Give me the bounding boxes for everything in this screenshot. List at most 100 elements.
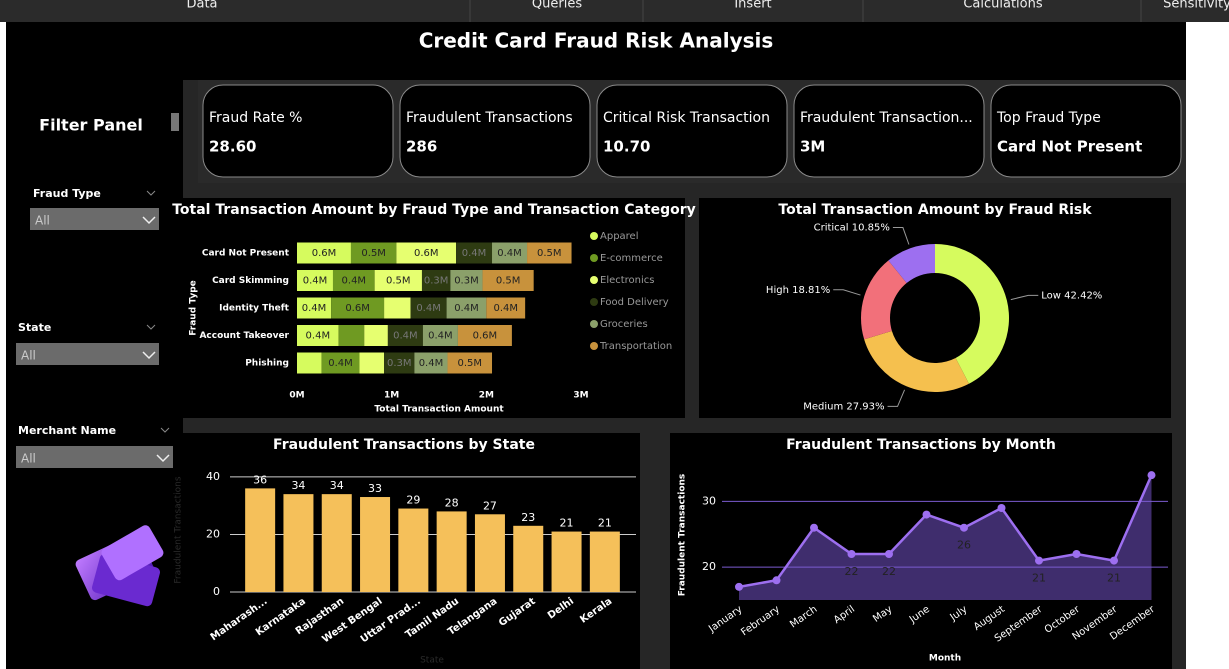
bar-segment — [359, 352, 385, 374]
kpi-card — [202, 84, 394, 178]
category: Critical — [814, 223, 849, 234]
point — [922, 510, 931, 519]
dropdown-box[interactable] — [16, 343, 159, 365]
legend-swatch — [590, 254, 598, 262]
data-label: 36 — [253, 473, 267, 486]
legend-swatch — [590, 298, 598, 306]
point — [1110, 556, 1118, 565]
y-tick-label: 30 — [702, 494, 716, 507]
legend-label: E-commerce — [600, 253, 663, 264]
scrollbar — [171, 113, 179, 131]
bar-segment — [421, 270, 451, 291]
chevron — [142, 216, 156, 225]
dropdown-box[interactable] — [30, 208, 159, 230]
point — [1072, 550, 1081, 558]
bar — [513, 525, 544, 592]
data-label: 33 — [368, 482, 382, 495]
data-label: 0.3M — [454, 276, 479, 287]
data-label: 0.4M — [428, 331, 453, 342]
value: 18.81% — [792, 285, 830, 296]
data-label: 0.5M — [386, 276, 411, 287]
data-label: 0.5M — [458, 358, 483, 369]
chevron — [160, 427, 170, 433]
data-label: 22 — [882, 565, 896, 578]
y-tick-label: 0 — [213, 585, 220, 598]
dropdown[interactable]: All — [30, 208, 159, 230]
data-label: 0.4M — [306, 331, 331, 342]
bar-segment — [414, 352, 448, 374]
x-tick-label: 0M — [289, 391, 304, 401]
dropdown[interactable]: All — [16, 446, 173, 468]
data-label: 0.6M — [473, 331, 498, 342]
x-tick-label: 3M — [573, 391, 588, 401]
chevron — [142, 351, 156, 360]
data-label: High 18.81% — [766, 285, 830, 296]
point — [772, 576, 781, 585]
line — [738, 474, 1153, 589]
point — [885, 550, 893, 558]
chart-title: Total Transaction Amount by Fraud Type a… — [172, 202, 696, 218]
data-label: 0.3M — [424, 276, 449, 287]
dropdown-value: All — [35, 214, 50, 228]
bar-segment — [447, 352, 493, 374]
bar-segment — [457, 325, 512, 346]
dropdown-value: All — [21, 452, 36, 466]
bar-segment — [321, 352, 360, 374]
bar-segment — [297, 297, 332, 319]
y-tick-label: Phishing — [245, 359, 289, 369]
legend-label: Food Delivery — [600, 297, 669, 308]
legend-label: Apparel — [600, 231, 639, 242]
area — [739, 475, 1152, 600]
chart-title: Fraudulent Transactions by Month — [786, 437, 1056, 453]
bar-segment — [297, 270, 333, 291]
bar-segment — [297, 325, 339, 346]
menu-bar — [0, 0, 1229, 22]
point — [960, 523, 968, 532]
legend-swatch — [590, 232, 598, 240]
legend-label: Electronics — [600, 275, 655, 286]
data-label: 0.5M — [496, 276, 521, 287]
kpi-label: Fraud Rate % — [209, 110, 302, 126]
dropdown-box[interactable] — [16, 446, 173, 468]
data-label: 21 — [598, 517, 612, 530]
data-label: Low 42.42% — [1041, 290, 1102, 301]
data-label: 0.4M — [416, 303, 441, 314]
data-label: 34 — [291, 479, 305, 492]
leader-line — [833, 289, 861, 296]
dropdown[interactable]: All — [16, 343, 159, 365]
donut-slice — [864, 330, 969, 392]
legend-label: Transportation — [599, 341, 672, 352]
menu-item: Queries — [532, 0, 582, 12]
x-axis-title: State — [420, 656, 444, 666]
bar-segment — [374, 270, 422, 291]
bar-segment — [297, 242, 351, 264]
menu-item: Sensitivity — [1163, 0, 1229, 12]
bar-segment — [384, 352, 415, 374]
bar — [245, 488, 276, 592]
data-label: 21 — [560, 517, 574, 530]
y-tick-label: 20 — [206, 527, 220, 540]
bar — [474, 514, 505, 592]
y-axis-title: Fraudulent Transactions — [678, 474, 688, 597]
bar — [436, 511, 467, 592]
legend-swatch — [590, 320, 598, 328]
kpi-value: Card Not Present — [997, 138, 1142, 156]
donut-slice — [935, 244, 1009, 384]
data-label: 28 — [445, 496, 459, 509]
data-label: 0.4M — [302, 303, 327, 314]
point — [847, 550, 856, 558]
point — [810, 523, 818, 532]
menu-item: Insert — [734, 0, 771, 12]
data-label: 0.6M — [414, 248, 439, 259]
chevron — [146, 324, 156, 330]
leader-line — [1010, 294, 1039, 301]
leader-line — [887, 389, 906, 407]
kpi-label: Top Fraud Type — [996, 110, 1101, 126]
page-title: Credit Card Fraud Risk Analysis — [419, 29, 774, 53]
value: 10.85% — [852, 223, 890, 234]
kpi-label: Fraudulent Transaction... — [800, 110, 973, 126]
category: Low — [1041, 290, 1061, 301]
data-label: 0.4M — [497, 248, 522, 259]
leader-line — [892, 227, 910, 245]
bar-segment — [410, 297, 447, 319]
